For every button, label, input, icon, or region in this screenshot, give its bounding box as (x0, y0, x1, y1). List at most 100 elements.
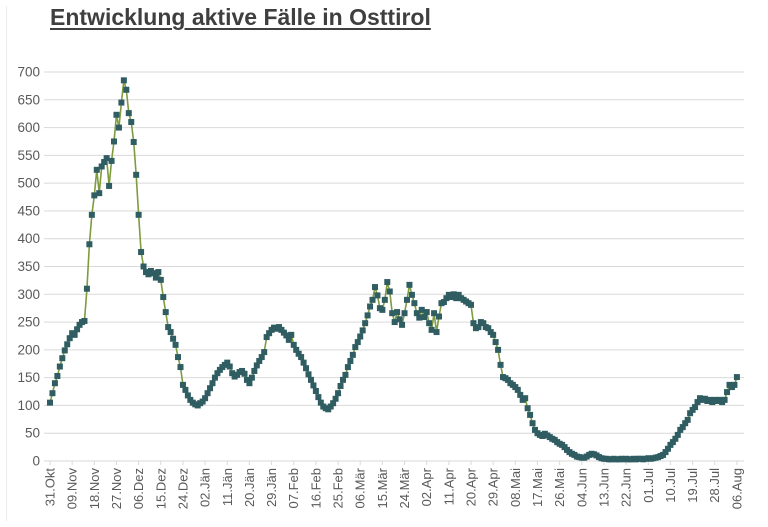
data-point-marker (344, 364, 351, 371)
data-point-marker (51, 380, 58, 387)
data-point-marker (455, 291, 462, 298)
data-point-marker (428, 326, 435, 333)
x-axis-label: 24.Mär (397, 467, 412, 508)
x-axis-label: 24.Dez (175, 468, 190, 509)
data-point-marker (514, 386, 521, 393)
x-axis-label: 22.Jun (619, 468, 634, 507)
data-point-marker (468, 301, 474, 308)
data-point-marker (155, 269, 162, 276)
x-axis-label: 20.Jän (242, 468, 257, 507)
data-point-marker (106, 182, 113, 189)
data-point-marker (263, 334, 270, 341)
data-point-marker (224, 359, 231, 366)
data-point-marker (241, 370, 248, 377)
data-point-marker (359, 327, 366, 334)
data-point-marker (485, 325, 492, 332)
data-point-marker (93, 166, 100, 173)
x-axis-label: 07.Feb (286, 468, 301, 508)
data-point-marker (687, 410, 694, 417)
data-point-marker (399, 321, 406, 328)
data-point-marker (61, 347, 68, 354)
data-point-marker (682, 420, 689, 427)
data-point-marker (431, 310, 438, 317)
x-axis-label: 09.Nov (65, 468, 80, 510)
data-point-marker (374, 292, 381, 299)
data-point-marker (111, 138, 118, 145)
data-point-marker (524, 405, 531, 412)
data-point-marker (406, 281, 413, 288)
data-point-marker (352, 344, 359, 351)
data-point-marker (492, 339, 499, 346)
data-point-marker (74, 326, 81, 333)
data-point-marker (49, 390, 56, 397)
data-point-marker (152, 274, 159, 281)
data-point-marker (312, 387, 319, 394)
x-axis-label: 15.Mär (375, 467, 390, 508)
data-point-marker (379, 306, 386, 313)
x-axis-label: 11.Apr (441, 467, 456, 505)
data-point-marker (88, 211, 95, 218)
data-point-marker (354, 339, 361, 346)
y-axis-label: 0 (32, 454, 40, 469)
data-point-marker (113, 111, 120, 118)
data-point-marker (96, 190, 103, 197)
x-axis-label: 06.Mär (353, 467, 368, 508)
x-axis-label: 15.Dez (153, 468, 168, 509)
data-point-marker (367, 303, 374, 310)
data-point-marker (253, 362, 260, 369)
x-axis-label: 19.Jul (685, 468, 700, 503)
data-point-marker (246, 380, 253, 387)
data-point-marker (285, 336, 292, 343)
data-point-marker (140, 263, 147, 270)
data-point-marker (133, 171, 140, 178)
data-point-marker (381, 296, 388, 303)
data-point-marker (157, 276, 164, 283)
data-point-marker (165, 324, 172, 331)
x-axis-label: 29.Apr (486, 467, 501, 506)
x-axis-label: 29.Jän (264, 468, 279, 507)
data-point-marker (118, 99, 125, 106)
data-point-marker (684, 416, 691, 423)
data-point-marker (679, 424, 686, 431)
data-point-marker (443, 295, 450, 302)
data-point-marker (83, 285, 90, 292)
data-point-marker (261, 349, 268, 356)
x-axis-label: 13.Jun (596, 468, 611, 507)
data-point-marker (362, 320, 369, 327)
data-point-marker (436, 313, 442, 320)
data-point-marker (103, 155, 110, 162)
data-point-marker (423, 309, 430, 316)
data-point-marker (125, 110, 132, 117)
data-point-marker (371, 284, 378, 291)
data-point-marker (522, 395, 529, 402)
data-point-marker (290, 341, 297, 348)
data-point-marker (411, 300, 418, 307)
x-axis-label: 11.Jän (220, 468, 235, 506)
data-point-marker (497, 361, 504, 368)
y-axis-label: 600 (17, 120, 40, 135)
data-point-marker (386, 288, 393, 295)
data-point-marker (450, 291, 457, 298)
y-axis-label: 700 (17, 65, 40, 80)
data-point-marker (357, 333, 364, 340)
x-axis-label: 31.Okt (43, 468, 58, 507)
data-point-marker (182, 386, 189, 393)
y-axis-label: 450 (17, 203, 40, 218)
data-point-marker (394, 309, 401, 316)
data-point-marker (401, 310, 408, 317)
y-axis-label: 550 (17, 148, 40, 163)
data-point-marker (175, 354, 182, 361)
x-axis-label: 27.Nov (109, 468, 124, 510)
data-point-marker (403, 296, 410, 303)
y-axis-label: 200 (17, 342, 40, 357)
x-axis-label: 06.Dez (131, 468, 146, 509)
y-axis-label: 500 (17, 176, 40, 191)
data-point-marker (724, 389, 731, 396)
data-point-marker (335, 390, 342, 397)
data-point-marker (672, 435, 679, 442)
x-axis-label: 26.Mai (552, 468, 567, 507)
y-axis-label: 50 (25, 426, 40, 441)
data-point-marker (426, 320, 433, 327)
